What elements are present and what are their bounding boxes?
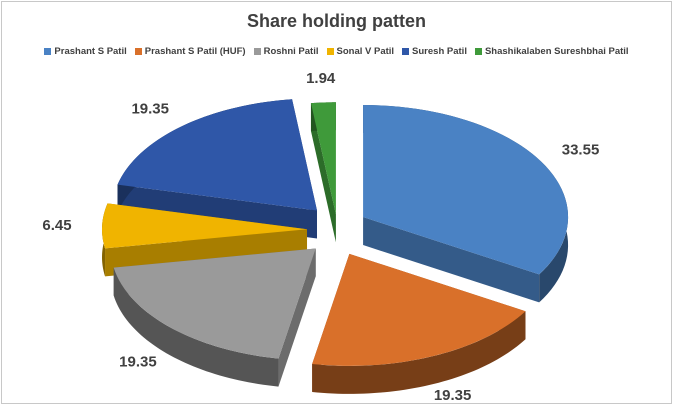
data-label: 6.45 <box>42 217 71 234</box>
slice-top-face <box>310 102 336 215</box>
legend-item: Prashant S Patil (HUF) <box>134 46 246 57</box>
data-label: 1.94 <box>306 70 336 87</box>
legend-label: Shashikalaben Sureshbhai Patil <box>484 46 629 57</box>
legend-swatch <box>44 48 52 55</box>
data-label: 19.35 <box>434 387 472 404</box>
slice-side-wall <box>312 311 526 394</box>
legend-label: Prashant S Patil <box>54 46 127 57</box>
legend: Prashant S Patil Prashant S Patil (HUF) Ro… <box>2 46 671 57</box>
data-label: 19.35 <box>131 101 169 118</box>
data-label: 33.55 <box>562 142 600 159</box>
legend-item: Shashikalaben Sureshbhai Patil <box>474 46 629 57</box>
legend-item: Suresh Patil <box>402 46 467 57</box>
slice-side-wall <box>113 267 279 387</box>
legend-label: Prashant S Patil (HUF) <box>144 46 246 57</box>
legend-swatch <box>253 48 261 55</box>
legend-swatch <box>402 48 410 55</box>
legend-swatch <box>134 48 142 55</box>
slice-cut-face <box>310 103 336 243</box>
slice-top-face <box>312 253 526 366</box>
slice-top-face <box>117 99 317 211</box>
chart-title: Share holding patten <box>246 11 426 31</box>
legend-swatch <box>326 48 334 55</box>
pie-slice <box>363 105 569 303</box>
pie-slice <box>312 253 526 394</box>
slice-top-face <box>363 105 569 275</box>
data-label: 19.35 <box>119 353 157 370</box>
legend-label: Sonal V Patil <box>336 46 395 57</box>
slice-top-face <box>113 248 316 359</box>
slice-cut-face <box>278 248 316 387</box>
legend-label: Suresh Patil <box>412 46 467 57</box>
legend-swatch <box>474 48 482 55</box>
slice-cut-face <box>363 217 540 303</box>
slice-top-face <box>102 203 308 249</box>
pie-slice <box>113 248 316 387</box>
legend-item: Sonal V Patil <box>326 46 395 57</box>
legend-item: Roshni Patil <box>253 46 319 57</box>
legend-item: Prashant S Patil <box>44 46 127 57</box>
legend-label: Roshni Patil <box>263 46 319 57</box>
pie-slice <box>310 102 336 243</box>
